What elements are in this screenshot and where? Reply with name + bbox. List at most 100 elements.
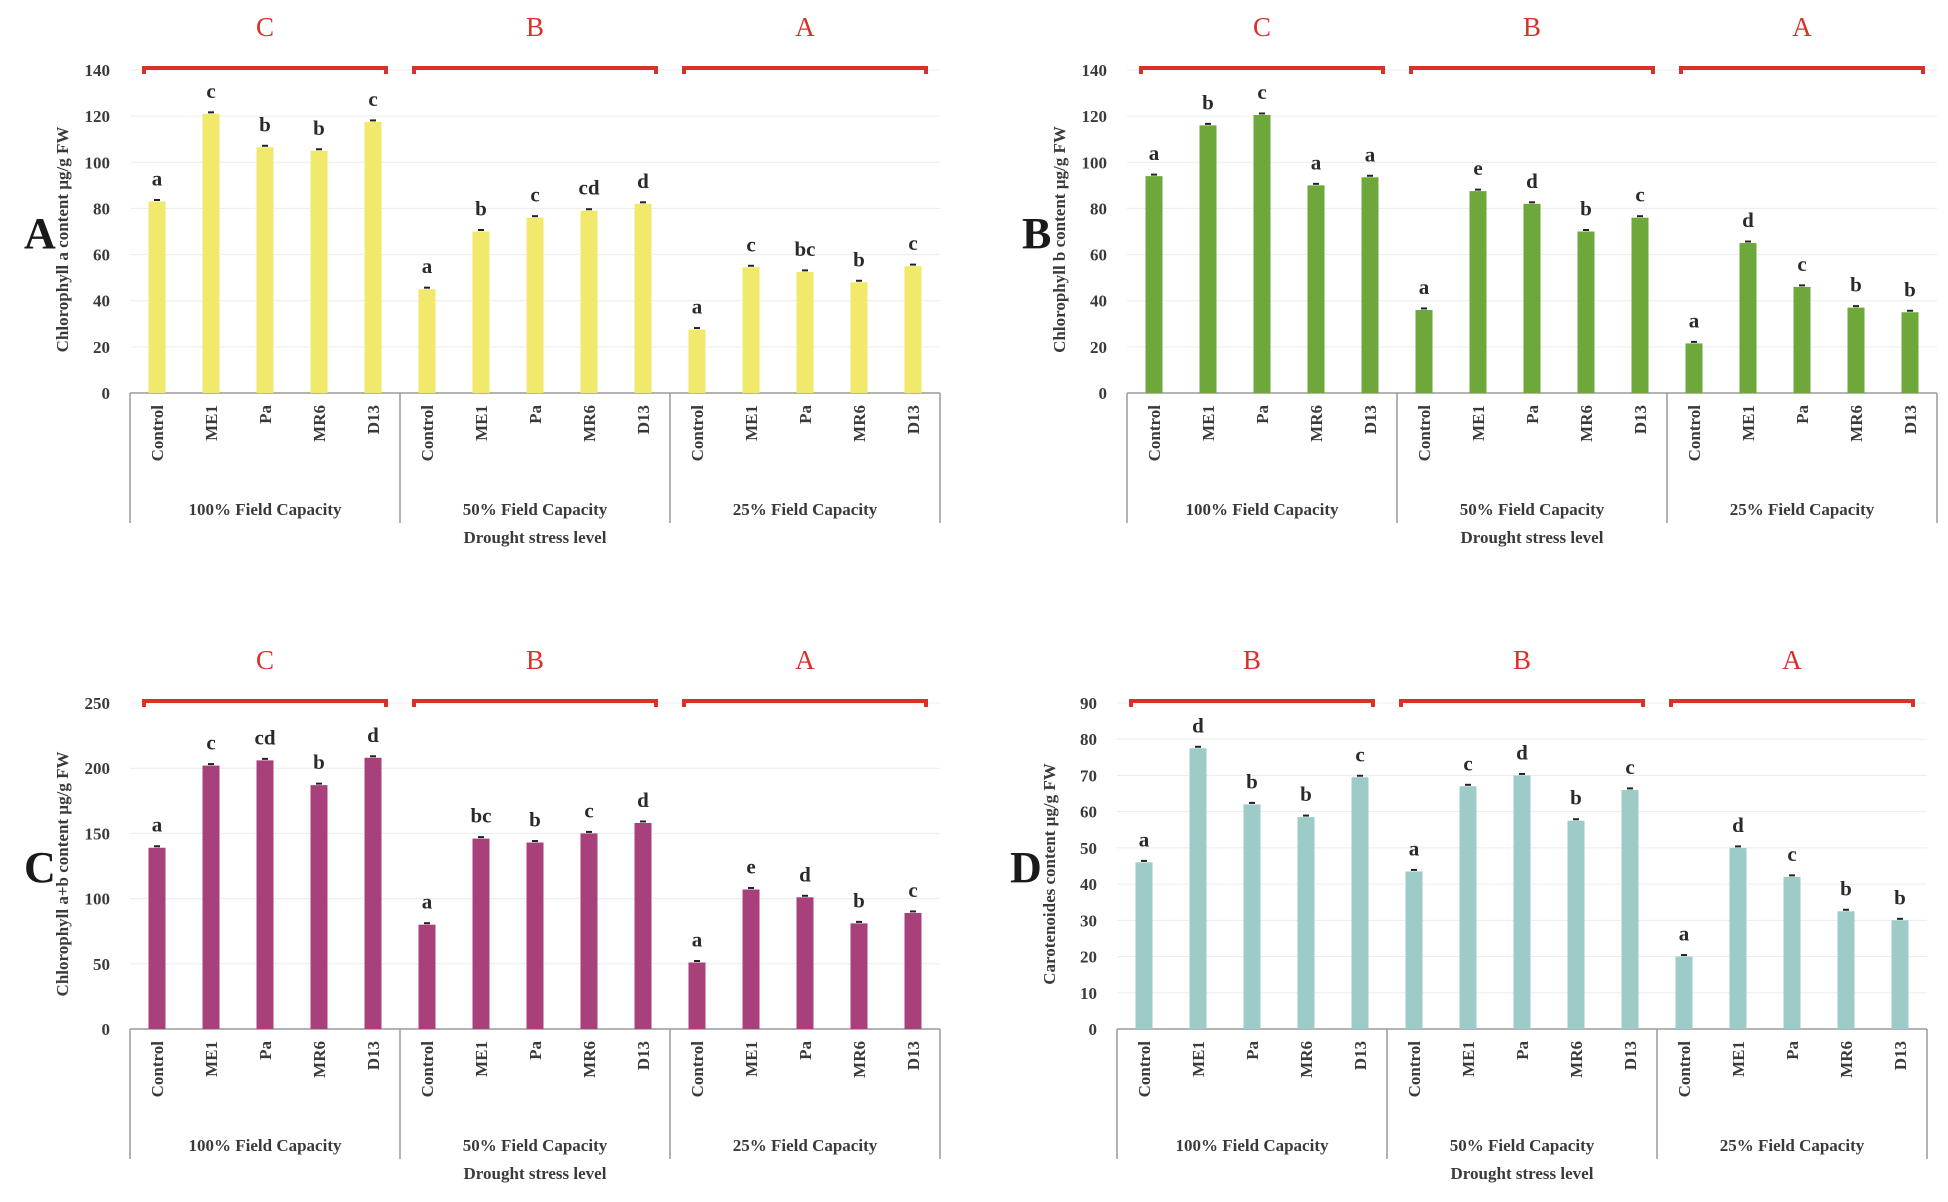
group-significance-letter: C <box>256 12 274 42</box>
category-label: ME1 <box>742 405 761 441</box>
y-tick-label: 100 <box>85 153 111 172</box>
bar-significance-letter: a <box>1419 275 1430 299</box>
bar <box>1297 817 1315 1029</box>
bar <box>1729 847 1747 1029</box>
category-label: D13 <box>1361 405 1380 434</box>
category-label: D13 <box>1621 1041 1640 1070</box>
group-label: 100% Field Capacity <box>1186 500 1339 519</box>
y-tick-label: 40 <box>1090 292 1107 311</box>
category-label: ME1 <box>742 1041 761 1077</box>
group-significance-letter: A <box>795 645 815 675</box>
bar <box>1361 177 1379 393</box>
bar-significance-letter: d <box>367 723 379 747</box>
bar-significance-letter: d <box>637 169 649 193</box>
bar-significance-letter: b <box>1840 876 1852 900</box>
significance-bracket <box>1409 66 1655 74</box>
bar-significance-letter: b <box>1202 90 1214 114</box>
bar <box>742 267 760 393</box>
category-label: Pa <box>256 405 275 424</box>
bar-significance-letter: b <box>1904 277 1916 301</box>
bar <box>1199 125 1217 393</box>
bar-significance-letter: b <box>1580 197 1592 221</box>
y-axis-label: Chlorophyll b content µg/g FW <box>1050 126 1069 353</box>
group-label: 50% Field Capacity <box>463 500 608 519</box>
group-label: 50% Field Capacity <box>1450 1136 1595 1155</box>
bar-significance-letter: d <box>1526 169 1538 193</box>
category-label: ME1 <box>1199 405 1218 441</box>
significance-bracket <box>1669 699 1915 707</box>
bar <box>580 833 598 1029</box>
category-label: Pa <box>1783 1041 1802 1060</box>
bar-significance-letter: c <box>1797 252 1806 276</box>
category-label: MR6 <box>1567 1041 1586 1078</box>
bar-significance-letter: d <box>1192 713 1204 737</box>
bar <box>1253 114 1271 393</box>
bar <box>580 210 598 393</box>
category-label: D13 <box>904 405 923 434</box>
group-label: 50% Field Capacity <box>1460 500 1605 519</box>
bar-significance-letter: e <box>746 854 755 878</box>
bar-significance-letter: a <box>1311 150 1322 174</box>
y-tick-label: 100 <box>85 890 111 909</box>
group-label: 100% Field Capacity <box>1176 1136 1329 1155</box>
category-label: Pa <box>796 405 815 424</box>
category-label: MR6 <box>310 1041 329 1078</box>
bar-significance-letter: d <box>1516 740 1528 764</box>
bar <box>688 329 706 393</box>
y-tick-label: 0 <box>102 1020 111 1039</box>
category-label: ME1 <box>472 1041 491 1077</box>
bar-significance-letter: d <box>637 788 649 812</box>
bar <box>1783 876 1801 1029</box>
bar <box>1243 804 1261 1029</box>
group-significance-letter: B <box>526 645 544 675</box>
bar <box>904 266 922 393</box>
y-tick-label: 140 <box>85 61 111 80</box>
y-axis-label: Chlorophyll a+b content µg/g FW <box>53 752 72 997</box>
category-label: Control <box>418 405 437 462</box>
category-label: ME1 <box>1189 1041 1208 1077</box>
group-label: 25% Field Capacity <box>1720 1136 1865 1155</box>
bar-significance-letter: b <box>475 197 487 221</box>
bar <box>256 760 274 1029</box>
y-tick-label: 80 <box>93 199 110 218</box>
y-axis-label: Carotenoides content µg/g FW <box>1040 763 1059 985</box>
group-label: 100% Field Capacity <box>189 500 342 519</box>
category-label: Control <box>1405 1041 1424 1098</box>
y-tick-label: 140 <box>1082 61 1108 80</box>
category-label: D13 <box>634 1041 653 1070</box>
category-label: D13 <box>364 1041 383 1070</box>
bar-significance-letter: a <box>692 295 703 319</box>
bar <box>1847 307 1865 393</box>
category-label: Control <box>688 1041 707 1098</box>
category-label: ME1 <box>1739 405 1758 441</box>
category-label: D13 <box>634 405 653 434</box>
category-label: ME1 <box>202 405 221 441</box>
bar <box>472 231 490 393</box>
bar-significance-letter: a <box>152 167 163 191</box>
category-label: MR6 <box>1307 405 1326 442</box>
category-label: Pa <box>1513 1041 1532 1060</box>
bar-significance-letter: b <box>1570 786 1582 810</box>
bar-significance-letter: d <box>1742 208 1754 232</box>
bar-significance-letter: a <box>1679 922 1690 946</box>
bar <box>202 113 220 393</box>
y-tick-label: 60 <box>1090 246 1107 265</box>
bar <box>256 147 274 393</box>
y-tick-label: 20 <box>93 338 110 357</box>
chart-panel-d: D 0 10 20 30 40 50 60 70 80 90 Carotenoides content… <box>1010 645 1928 1183</box>
bar <box>1793 286 1811 393</box>
category-label: Control <box>688 405 707 462</box>
group-significance-letter: B <box>526 12 544 42</box>
bar <box>418 289 436 393</box>
bar <box>1837 911 1855 1029</box>
category-label: ME1 <box>472 405 491 441</box>
bar-significance-letter: c <box>1625 755 1634 779</box>
y-tick-label: 120 <box>1082 107 1108 126</box>
bar-significance-letter: c <box>908 878 917 902</box>
category-label: Control <box>148 1041 167 1098</box>
bar <box>148 847 166 1029</box>
y-tick-label: 60 <box>93 246 110 265</box>
significance-bracket <box>142 66 388 74</box>
y-tick-label: 40 <box>1080 875 1097 894</box>
